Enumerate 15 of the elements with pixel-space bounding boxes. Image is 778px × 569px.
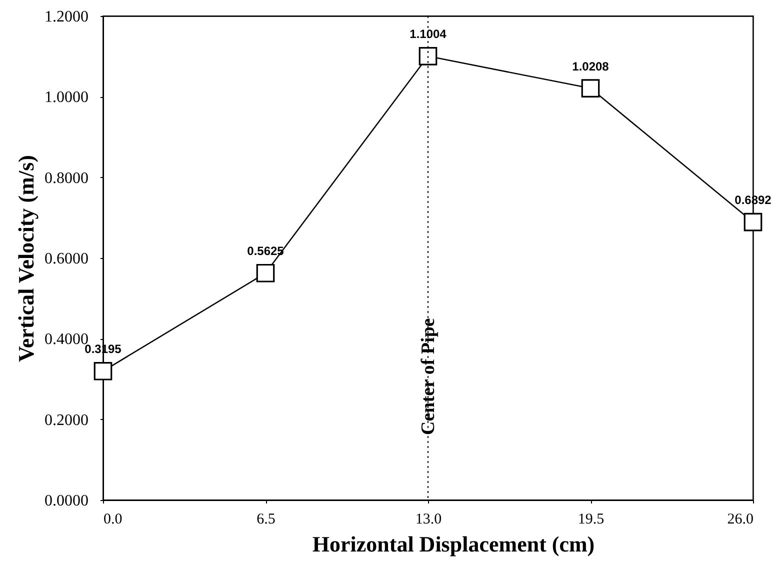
- x-axis-title: Horizontal Displacement (cm): [312, 532, 595, 556]
- x-tick-label: 6.5: [256, 512, 276, 528]
- y-axis-title: Vertical Velocity (m/s): [14, 155, 38, 362]
- y-tick-label: 0.0000: [44, 492, 88, 510]
- data-label: 1.0208: [572, 59, 610, 74]
- x-tick-label: 13.0: [415, 512, 442, 528]
- y-tick-label: 1.0000: [44, 89, 88, 106]
- y-tick-label: 1.2000: [44, 8, 88, 26]
- x-tick-label: 19.5: [578, 512, 604, 528]
- y-tick-label: 0.6000: [44, 250, 88, 268]
- x-tick-label: 0.0: [104, 512, 122, 528]
- y-tick-label: 0.8000: [44, 170, 88, 187]
- x-tick-label: 26.0: [727, 512, 754, 528]
- y-tick-label: 0.2000: [44, 412, 88, 429]
- data-label: 1.1004: [410, 27, 447, 42]
